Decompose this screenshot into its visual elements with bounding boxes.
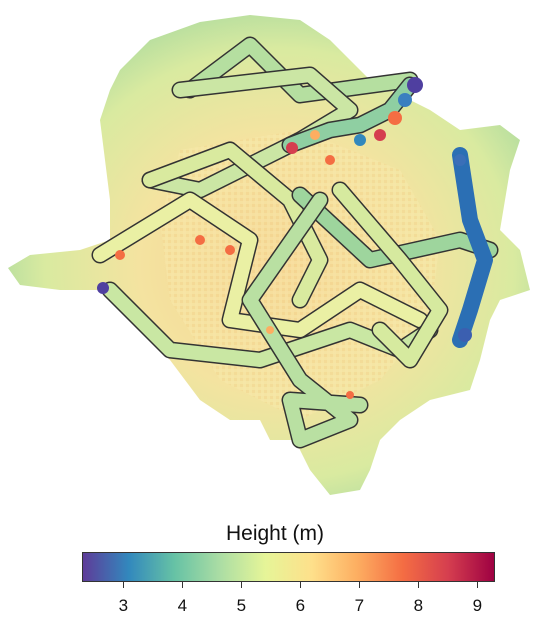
colorbar-tick-label: 6 [295,596,306,615]
colorbar-tickmark [359,582,361,588]
canopy-raster [8,15,530,495]
colorbar-tick-label: 3 [118,596,129,615]
colorbar-tick-label: 8 [413,596,424,615]
colorbar-tickmark [418,582,420,588]
colorbar-tickmark [182,582,184,588]
flight-tracks [91,36,499,449]
colorbar-tick-label: 9 [472,596,483,615]
colorbar-title: Height (m) [225,522,325,545]
colorbar-tick-label: 7 [354,596,365,615]
track-highlights [97,77,472,399]
colorbar-tick-label: 4 [177,596,188,615]
colorbar-tickmark [123,582,125,588]
colorbar [82,552,495,582]
colorbar-tick-label: 5 [236,596,247,615]
colorbar-tickmark [477,582,479,588]
colorbar-tickmark [300,582,302,588]
colorbar-tickmark [241,582,243,588]
height-map [8,15,530,495]
